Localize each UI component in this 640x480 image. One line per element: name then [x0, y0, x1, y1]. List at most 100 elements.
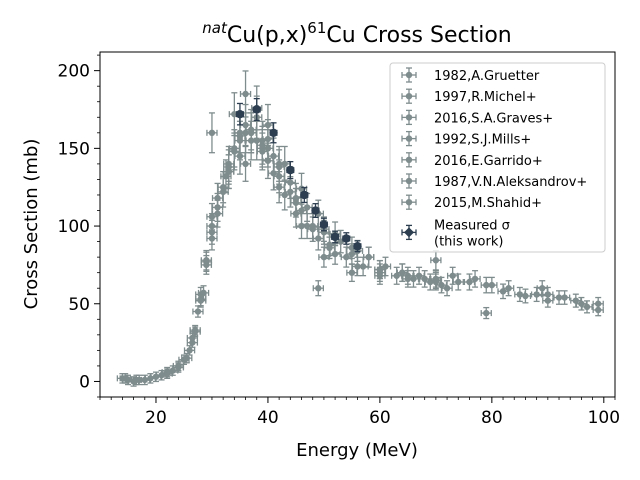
data-point — [208, 235, 216, 242]
x-axis-ticks: 20 40 60 80 100 — [99, 397, 620, 428]
data-point — [208, 129, 216, 137]
literature-point — [430, 270, 442, 288]
literature-point — [418, 270, 431, 288]
measured-point — [252, 97, 261, 122]
legend-marker — [405, 71, 413, 79]
data-point — [393, 272, 400, 279]
data-point — [287, 179, 294, 186]
data-point — [483, 309, 490, 317]
data-point — [331, 250, 339, 258]
data-point — [252, 105, 261, 114]
literature-point — [536, 280, 548, 297]
legend-label-0: 1982,A.Gruetter — [434, 69, 540, 84]
literature-point — [480, 306, 492, 320]
literature-point — [239, 70, 252, 118]
data-point — [235, 109, 245, 119]
title-super: 61 — [307, 19, 326, 37]
literature-point — [119, 373, 131, 384]
data-point — [382, 263, 389, 270]
literature-point — [211, 199, 224, 228]
data-point — [326, 244, 333, 252]
data-point — [214, 210, 221, 217]
x-tick-label: 40 — [257, 408, 279, 428]
data-point — [275, 184, 283, 191]
legend: 1982,A.Gruetter 1997,R.Michel+ 2016,S.A.Gr… — [389, 62, 606, 253]
measured-point — [342, 232, 351, 245]
x-tick-label: 20 — [145, 408, 167, 428]
data-point — [298, 207, 305, 214]
data-point — [455, 278, 462, 286]
data-point — [203, 261, 210, 269]
series-measured — [235, 97, 362, 253]
data-point — [544, 297, 552, 304]
legend-box — [389, 62, 606, 253]
data-point — [208, 213, 216, 220]
data-point — [421, 275, 428, 283]
literature-point — [195, 293, 207, 308]
data-point — [595, 306, 602, 314]
data-point — [158, 372, 165, 379]
literature-point — [161, 366, 173, 378]
data-point — [319, 220, 329, 229]
legend-symbol-0 — [401, 67, 417, 83]
data-point — [225, 168, 232, 175]
literature-point — [374, 259, 386, 280]
data-point — [561, 294, 568, 301]
literature-point — [502, 280, 515, 297]
data-point — [415, 272, 423, 279]
legend-label-measured-2: (this work) — [434, 234, 503, 249]
legend-marker — [404, 227, 414, 238]
data-point — [242, 90, 249, 98]
data-point — [539, 285, 546, 292]
legend-symbol-2 — [401, 109, 417, 126]
measured-point — [311, 203, 320, 219]
data-point — [121, 375, 129, 382]
literature-point — [181, 352, 193, 364]
data-point — [522, 292, 529, 300]
data-point — [404, 275, 412, 283]
data-point — [505, 285, 512, 292]
legend-symbol-measured — [401, 224, 417, 241]
data-point — [533, 291, 540, 298]
data-point — [183, 354, 190, 362]
measured-point — [286, 161, 295, 180]
literature-point — [273, 145, 285, 182]
data-point — [133, 376, 140, 384]
legend-marker — [405, 199, 413, 206]
data-point — [443, 285, 451, 292]
legend-label-2: 2016,S.A.Graves+ — [434, 111, 553, 126]
literature-point — [200, 254, 213, 275]
data-point — [572, 297, 580, 304]
measured-point — [353, 240, 362, 253]
data-point — [300, 190, 309, 200]
literature-point — [329, 243, 341, 265]
data-point — [270, 170, 277, 177]
legend-label-1: 1997,R.Michel+ — [434, 90, 537, 105]
literature-point — [486, 276, 498, 294]
y-tick-label: 0 — [79, 372, 90, 392]
legend-marker — [405, 93, 413, 100]
data-point — [269, 128, 278, 138]
y-tick-label: 50 — [68, 295, 90, 315]
data-point — [175, 364, 182, 371]
x-tick-label: 60 — [369, 408, 391, 428]
literature-point — [217, 176, 229, 208]
literature-point — [542, 293, 554, 308]
title-prefix: nat — [202, 19, 228, 37]
literature-point — [228, 132, 241, 171]
data-point — [197, 297, 204, 304]
x-axis-label: Energy (MeV) — [296, 440, 418, 461]
data-point — [275, 160, 283, 168]
legend-label-4: 2016,E.Garrido+ — [434, 154, 543, 169]
data-point — [286, 165, 295, 175]
data-point — [236, 129, 244, 137]
data-point — [376, 266, 384, 273]
x-tick-label: 100 — [588, 408, 620, 428]
literature-point — [519, 288, 532, 304]
legend-marker — [405, 135, 413, 142]
data-point — [147, 375, 154, 382]
title-suffix: Cu Cross Section — [326, 23, 511, 48]
legend-marker — [405, 177, 413, 185]
data-point — [466, 278, 473, 286]
